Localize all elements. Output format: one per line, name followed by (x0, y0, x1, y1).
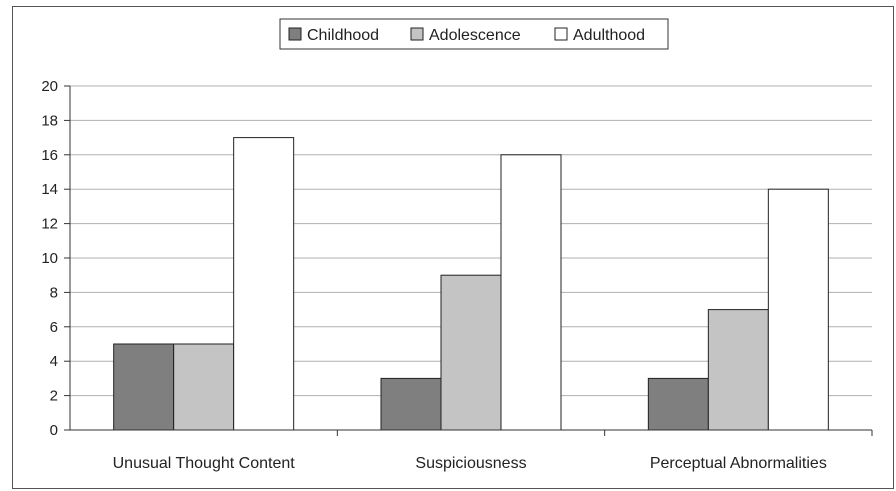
axes: 0 2 4 6 8 10 12 14 16 18 20 Unusual Thought Content… (41, 78, 873, 472)
x-category-label: Perceptual Abnormalities (650, 455, 827, 472)
legend-box (279, 18, 669, 50)
bar-adolescence-1 (440, 274, 502, 431)
y-tick-label: 4 (50, 353, 58, 370)
legend-label-childhood: Childhood (307, 27, 379, 44)
y-tick-label: 8 (50, 284, 58, 301)
y-tick-label: 10 (41, 250, 58, 267)
bar-adolescence-0 (173, 343, 235, 431)
legend-swatch-adolescence (410, 27, 424, 41)
y-tick-label: 18 (41, 112, 58, 129)
bar-adolescence-2 (707, 309, 769, 431)
legend-label-adolescence: Adolescence (429, 27, 521, 44)
x-category-label: Suspiciousness (415, 455, 526, 472)
bar-childhood-0 (113, 343, 175, 431)
bar-adulthood-2 (767, 188, 829, 431)
y-tick-label: 2 (50, 388, 58, 405)
y-tick-label: 14 (41, 181, 58, 198)
bar-childhood-1 (380, 377, 442, 431)
y-tick-label: 20 (41, 78, 58, 95)
bar-adulthood-0 (233, 137, 295, 431)
bar-adulthood-1 (500, 154, 562, 431)
legend: Childhood Adolescence Adulthood (279, 18, 669, 50)
y-tick-label: 16 (41, 147, 58, 164)
y-tick-label: 12 (41, 216, 58, 233)
x-category-label: Unusual Thought Content (113, 455, 296, 472)
legend-swatch-adulthood (554, 27, 568, 41)
bars (113, 137, 829, 431)
y-tick-label: 0 (50, 422, 58, 439)
legend-swatch-childhood (288, 27, 302, 41)
bar-childhood-2 (647, 377, 709, 431)
y-tick-label: 6 (50, 319, 58, 336)
legend-label-adulthood: Adulthood (573, 27, 645, 44)
